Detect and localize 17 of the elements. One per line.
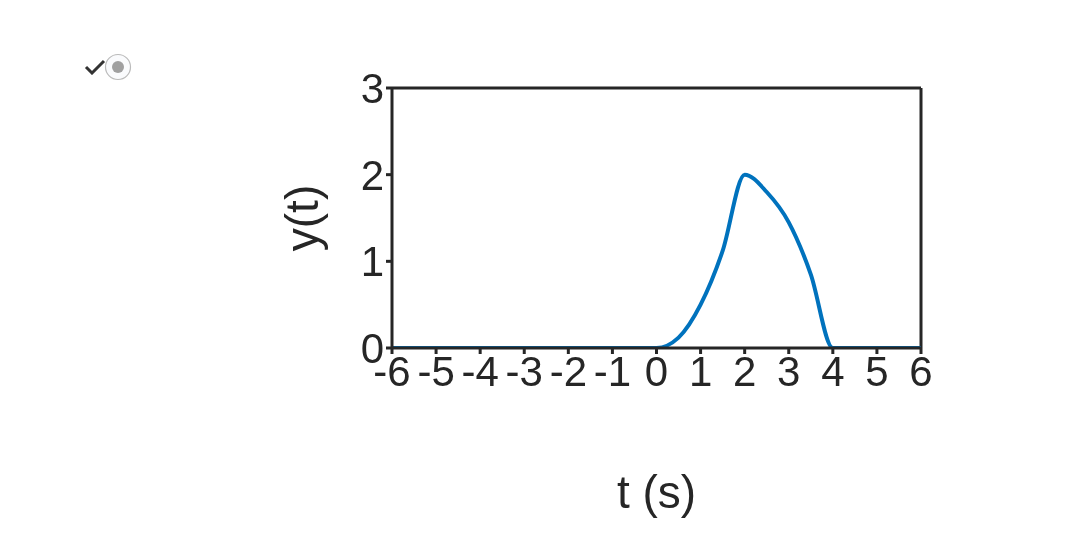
- y-tick-label: 1: [360, 238, 384, 286]
- x-tick-label: 0: [644, 347, 669, 395]
- x-tick-label: -5: [417, 347, 455, 395]
- x-tick-label: -1: [593, 347, 632, 395]
- y-tick-label: 3: [360, 64, 384, 112]
- x-tick-label: 5: [865, 347, 889, 395]
- x-tick-label: -3: [505, 347, 543, 395]
- x-tick-label: 3: [777, 347, 801, 395]
- x-tick-label: 4: [821, 347, 845, 395]
- y-tick-label: 2: [360, 151, 384, 199]
- x-axis-title: t (s): [616, 466, 697, 518]
- x-tick-label: -4: [461, 347, 499, 395]
- x-tick-label: -2: [549, 347, 588, 395]
- x-tick-label: 1: [688, 347, 713, 395]
- y-axis-title: y(t): [276, 184, 329, 252]
- x-tick-label: 6: [909, 347, 933, 395]
- x-tick-label: 2: [732, 347, 757, 395]
